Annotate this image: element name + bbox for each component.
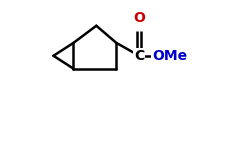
Text: C: C bbox=[134, 49, 144, 63]
Text: OMe: OMe bbox=[152, 49, 187, 63]
Text: O: O bbox=[133, 11, 145, 25]
